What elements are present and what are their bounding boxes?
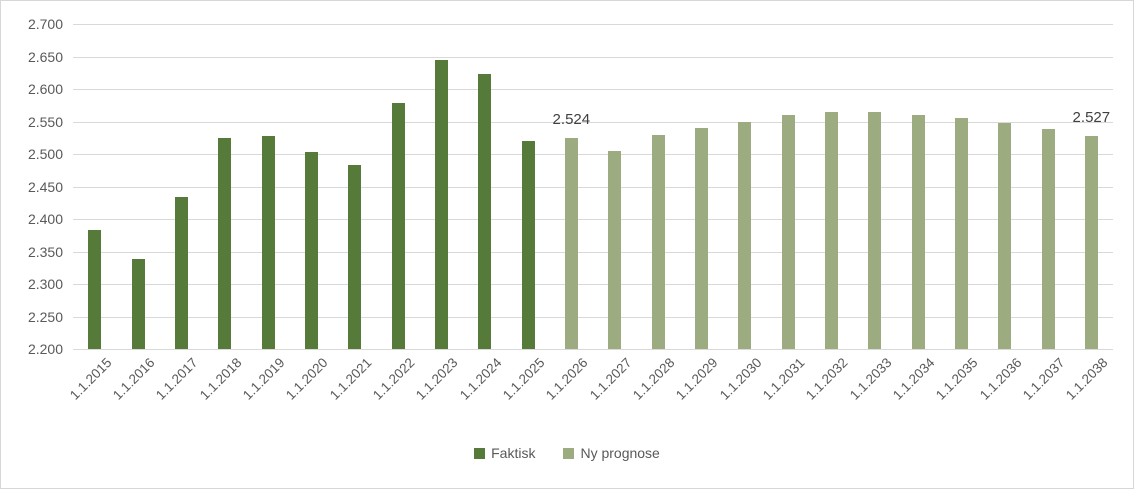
y-axis-tick-label: 2.450 <box>27 178 63 195</box>
y-axis-tick-label: 2.400 <box>27 211 63 227</box>
bar <box>348 165 362 349</box>
bar <box>88 230 102 349</box>
legend-label-ny-prognose: Ny prognose <box>580 445 660 461</box>
gridline <box>73 186 1113 188</box>
bar <box>304 152 318 349</box>
bar <box>824 111 838 349</box>
bar <box>608 150 622 349</box>
legend-label-faktisk: Faktisk <box>491 445 536 461</box>
y-axis-tick-label: 2.200 <box>27 341 63 357</box>
gridline <box>73 349 1113 350</box>
gridline <box>73 24 1113 25</box>
legend-item-ny-prognose: Ny prognose <box>563 445 660 461</box>
faktisk-swatch-icon <box>474 447 486 459</box>
legend-item-faktisk: Faktisk <box>474 445 535 461</box>
bar <box>954 118 968 349</box>
gridline <box>73 154 1113 155</box>
y-axis-tick-label: 2.250 <box>27 308 63 325</box>
bar <box>694 128 708 349</box>
bar <box>1084 136 1098 349</box>
y-axis-tick-label: 2.650 <box>27 48 63 65</box>
bar <box>781 115 795 349</box>
gridline <box>73 284 1113 285</box>
bar <box>434 60 448 349</box>
y-axis-tick-label: 2.300 <box>27 276 63 292</box>
bar <box>651 134 665 349</box>
bar <box>218 137 232 349</box>
gridline <box>73 219 1113 220</box>
y-axis-tick-label: 2.500 <box>27 146 63 162</box>
legend: Faktisk Ny prognose <box>1 445 1133 461</box>
bar <box>521 141 535 349</box>
bar <box>261 135 275 349</box>
bar <box>174 196 188 349</box>
bar <box>868 111 882 349</box>
bar <box>564 138 578 349</box>
y-axis-tick-label: 2.700 <box>27 16 63 32</box>
gridline <box>73 251 1113 253</box>
gridline <box>73 121 1113 123</box>
y-axis-tick-label: 2.550 <box>27 113 63 130</box>
y-axis-tick-label: 2.600 <box>27 81 63 97</box>
bar <box>911 115 925 349</box>
data-label: 2.527 <box>1072 109 1111 127</box>
bar <box>478 74 492 349</box>
ny-prognose-swatch-icon <box>563 447 575 459</box>
bar <box>1041 129 1055 349</box>
y-axis-tick-label: 2.350 <box>27 243 63 260</box>
gridline <box>73 316 1113 318</box>
bar <box>998 122 1012 349</box>
bar <box>391 103 405 349</box>
gridline <box>73 89 1113 90</box>
data-label: 2.524 <box>552 111 591 129</box>
gridline <box>73 56 1113 58</box>
bar <box>131 259 145 349</box>
bar <box>738 121 752 349</box>
